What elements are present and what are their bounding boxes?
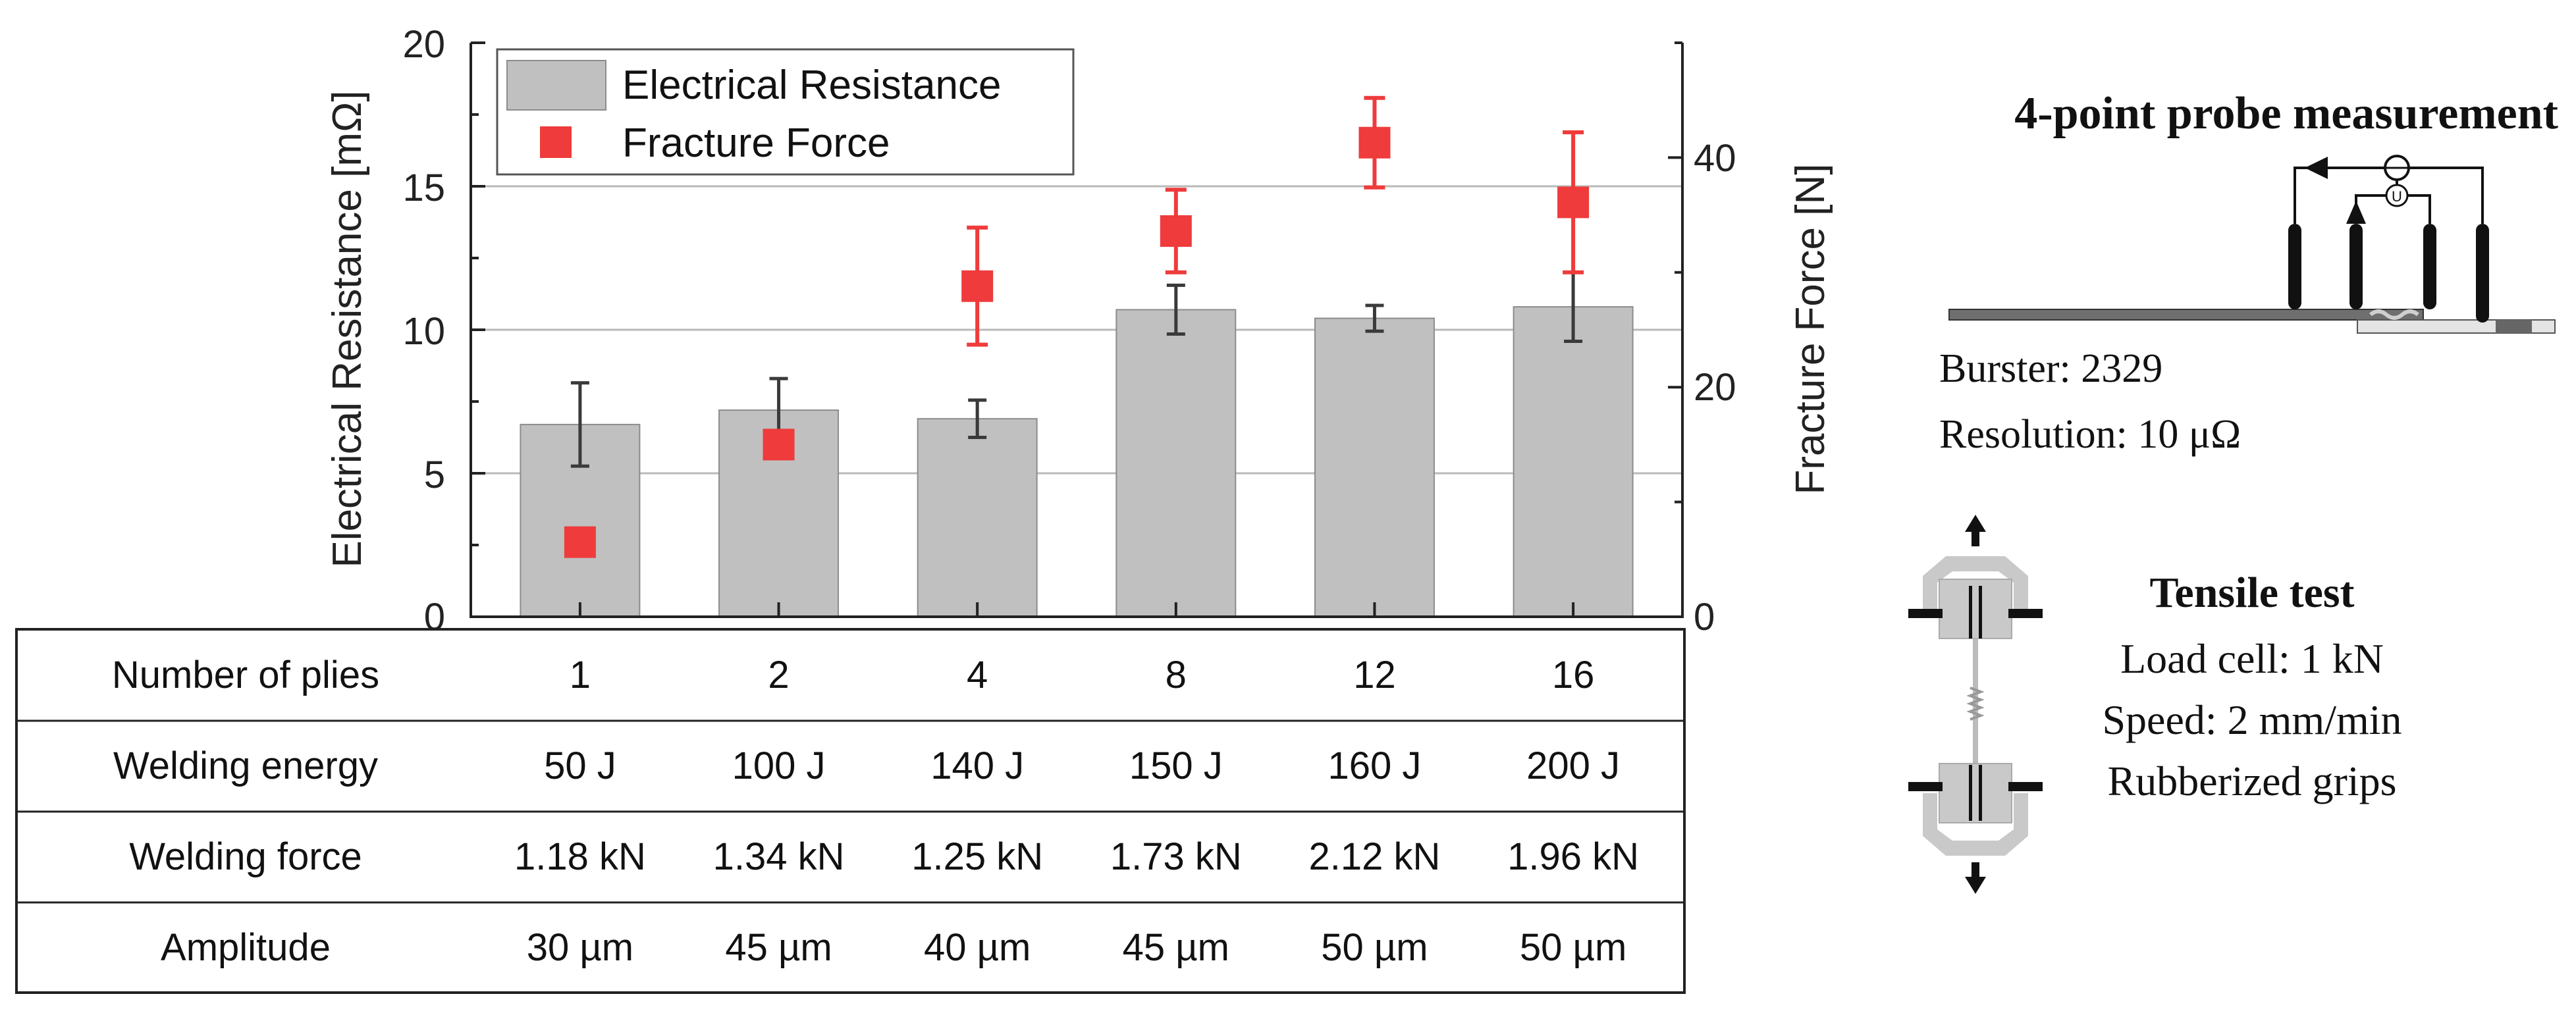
upper-grip-jaw-left <box>1908 609 1943 618</box>
table-row-label: Welding energy <box>113 744 378 787</box>
table-cell: 1.18 kN <box>514 835 646 878</box>
table-cell: 1 <box>570 654 591 696</box>
lower-grip-jaw-left <box>1908 782 1943 791</box>
probe-title: 4-point probe measurement <box>2014 88 2558 139</box>
table-cell: 1.34 kN <box>713 835 845 878</box>
table-cell: 200 J <box>1526 744 1620 787</box>
tensile-speed: Speed: 2 mm/min <box>2102 696 2402 743</box>
table-cell: 16 <box>1552 654 1595 696</box>
table-row-label: Amplitude <box>161 926 331 969</box>
force-point-4 <box>961 270 994 302</box>
lower-grip-block <box>1939 763 2012 823</box>
table-cell: 8 <box>1166 654 1187 696</box>
tensile-load-cell: Load cell: 1 kN <box>2120 635 2384 682</box>
probe-resolution: Resolution: 10 μΩ <box>1939 412 2241 457</box>
arrow-up-icon <box>1965 515 1986 532</box>
probe-tip <box>2476 224 2489 323</box>
upper-grip-frame <box>1923 556 2028 615</box>
force-point-1 <box>564 526 596 558</box>
table-cell: 1.25 kN <box>911 835 1043 878</box>
table-cell: 45 µm <box>1123 926 1229 969</box>
current-arrow-icon <box>2305 157 2328 179</box>
y-axis-title: Electrical Resistance [mΩ] <box>325 90 370 567</box>
probe-diagram: 4-point probe measurement U Burster: 232… <box>1939 88 2558 457</box>
sample-clamp <box>2496 320 2532 333</box>
upper-grip-block <box>1939 579 2012 639</box>
table-cell: 2.12 kN <box>1309 835 1441 878</box>
table-cell: 150 J <box>1129 744 1223 787</box>
y-tick-label: 10 <box>402 310 445 353</box>
arrow-down-icon <box>1965 877 1986 894</box>
lower-grip-slot <box>1969 765 1972 821</box>
voltage-arrow-icon <box>2346 201 2366 224</box>
arrow-down-shaft <box>1972 862 1979 877</box>
table-cell: 50 J <box>544 744 616 787</box>
probe-tip <box>2349 224 2363 309</box>
force-point-16 <box>1557 186 1590 219</box>
table-cell: 40 µm <box>924 926 1031 969</box>
tensile-diagram: Tensile test Load cell: 1 kN Speed: 2 mm… <box>1908 515 2402 894</box>
bar-4 <box>917 418 1038 617</box>
probe-tip <box>2288 224 2301 309</box>
bar-series <box>520 306 1634 618</box>
sample-strip <box>1948 309 2424 321</box>
axis-ticks <box>471 41 1682 618</box>
table-row-label: Welding force <box>129 835 362 878</box>
weld-zone <box>2369 309 2419 320</box>
force-point-12 <box>1358 126 1391 159</box>
table-cell: 100 J <box>732 744 826 787</box>
y2-axis-title: Fracture Force [N] <box>1788 164 1833 495</box>
table-cell: 45 µm <box>725 926 832 969</box>
voltmeter-label: U <box>2392 188 2402 205</box>
upper-grip-jaw-right <box>2008 609 2043 618</box>
y-tick-label: 15 <box>402 167 445 209</box>
table-cell: 50 µm <box>1520 926 1626 969</box>
y-tick-label: 0 <box>424 596 445 638</box>
upper-grip-slot <box>1969 586 1972 638</box>
legend-swatch-resistance <box>506 60 606 111</box>
legend-swatch-force <box>540 126 572 158</box>
y-tick-label: 20 <box>402 23 445 66</box>
y2-tick-label: 20 <box>1694 366 1736 409</box>
arrow-up-shaft <box>1972 532 1979 546</box>
lower-grip-frame <box>1923 793 2028 856</box>
force-point-8 <box>1160 215 1192 247</box>
table-cell: 30 µm <box>527 926 633 969</box>
voltage-wire-right <box>2407 194 2431 224</box>
table-cell: 4 <box>967 654 988 696</box>
gridlines <box>471 185 1682 475</box>
table-cell: 12 <box>1353 654 1396 696</box>
probe-device: Burster: 2329 <box>1939 346 2162 391</box>
lower-grip-jaw-right <box>2008 782 2043 791</box>
tensile-title: Tensile test <box>2149 569 2354 617</box>
bar-8 <box>1115 309 1237 617</box>
table-cell: 160 J <box>1328 744 1422 787</box>
table-cell: 140 J <box>930 744 1024 787</box>
bar-12 <box>1314 317 1435 617</box>
table-row-label: Number of plies <box>112 654 379 696</box>
parameter-table <box>15 628 1686 994</box>
probe-tip <box>2423 224 2436 309</box>
voltmeter-icon <box>2385 184 2409 207</box>
table-cell: 1.96 kN <box>1507 835 1639 878</box>
tensile-grips: Rubberized grips <box>2108 758 2397 804</box>
table-cell: 2 <box>768 654 789 696</box>
force-point-2 <box>763 429 795 461</box>
table-cell: 1.73 kN <box>1110 835 1242 878</box>
y2-tick-label: 0 <box>1694 596 1715 638</box>
legend-label-force: Fracture Force <box>622 120 890 166</box>
specimen-weld <box>1966 687 1985 721</box>
bar-16 <box>1513 306 1634 617</box>
y2-tick-label: 40 <box>1694 137 1736 180</box>
lower-grip-slot <box>1979 765 1982 821</box>
y-tick-label: 5 <box>424 454 445 496</box>
legend-label-resistance: Electrical Resistance <box>622 63 1001 108</box>
legend: Electrical Resistance Fracture Force <box>496 48 1075 176</box>
force-series <box>564 95 1590 558</box>
table-cell: 50 µm <box>1321 926 1428 969</box>
upper-grip-slot <box>1979 586 1982 638</box>
